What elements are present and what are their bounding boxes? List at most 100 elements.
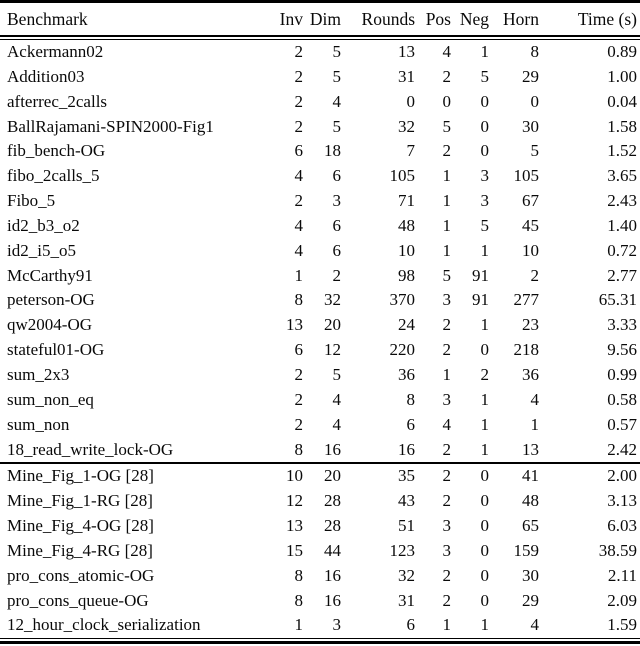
cell-horn: 36	[522, 364, 539, 384]
cell-time: 1.00	[607, 66, 637, 86]
cell-benchmark: peterson-OG	[7, 290, 95, 310]
column-header-neg: Neg	[459, 9, 489, 29]
cell-horn: 30	[522, 116, 539, 136]
column-header-rounds: Rounds	[361, 9, 415, 29]
cell-time: 2.11	[607, 565, 637, 585]
cell-pos: 2	[442, 491, 452, 511]
cell-pos: 5	[442, 265, 452, 285]
cell-benchmark: Mine_Fig_4-OG [28]	[7, 516, 154, 536]
table-row: Mine_Fig_1-RG [28] 12 28 43 2 0 48 3.13	[0, 489, 640, 514]
cell-inv: 8	[294, 565, 304, 585]
cell-horn: 23	[522, 315, 539, 335]
cell-time: 1.58	[607, 116, 637, 136]
cell-pos: 1	[442, 215, 452, 235]
bottom-rule	[0, 638, 640, 645]
cell-neg: 5	[480, 215, 490, 235]
cell-time: 0.72	[607, 240, 637, 260]
cell-dim: 6	[332, 240, 342, 260]
cell-rounds: 105	[389, 166, 416, 186]
cell-rounds: 32	[398, 116, 415, 136]
cell-rounds: 370	[389, 290, 416, 310]
cell-benchmark: pro_cons_queue-OG	[7, 590, 149, 610]
table-row: 12_hour_clock_serialization 1 3 6 1 1 4 1.59	[0, 613, 640, 638]
cell-pos: 2	[442, 340, 452, 360]
cell-pos: 2	[442, 565, 452, 585]
cell-horn: 4	[530, 615, 540, 635]
cell-horn: 10	[522, 240, 539, 260]
cell-benchmark: 18_read_write_lock-OG	[7, 439, 174, 459]
table-row: BallRajamani-SPIN2000-Fig1 2 5 32 5 0 30 1.58	[0, 115, 640, 140]
cell-pos: 2	[442, 466, 452, 486]
cell-pos: 3	[442, 290, 452, 310]
cell-horn: 29	[522, 590, 539, 610]
cell-dim: 4	[332, 389, 342, 409]
cell-benchmark: qw2004-OG	[7, 315, 92, 335]
cell-horn: 67	[522, 191, 539, 211]
cell-benchmark: afterrec_2calls	[7, 91, 108, 111]
table-row: fib_bench-OG 6 18 7 2 0 5 1.52	[0, 139, 640, 164]
cell-horn: 277	[513, 290, 540, 310]
cell-rounds: 16	[398, 439, 415, 459]
table-row: pro_cons_queue-OG 8 16 31 2 0 29 2.09	[0, 589, 640, 614]
cell-neg: 91	[472, 290, 489, 310]
table-row: pro_cons_atomic-OG 8 16 32 2 0 30 2.11	[0, 564, 640, 589]
cell-neg: 0	[480, 91, 490, 111]
table-row: Mine_Fig_4-RG [28] 15 44 123 3 0 159 38.59	[0, 539, 640, 564]
top-rule	[0, 0, 640, 3]
cell-neg: 5	[480, 66, 490, 86]
cell-inv: 13	[286, 315, 303, 335]
cell-inv: 4	[294, 240, 304, 260]
cell-time: 6.03	[607, 516, 637, 536]
cell-dim: 3	[332, 615, 342, 635]
cell-inv: 2	[294, 389, 304, 409]
cell-time: 9.56	[607, 340, 637, 360]
cell-inv: 8	[294, 290, 304, 310]
cell-time: 65.31	[598, 290, 637, 310]
cell-neg: 0	[480, 516, 490, 536]
cell-time: 1.59	[607, 615, 637, 635]
cell-pos: 2	[442, 141, 452, 161]
cell-neg: 0	[480, 590, 490, 610]
cell-benchmark: sum_non	[7, 414, 70, 434]
table-row: sum_non_eq 2 4 8 3 1 4 0.58	[0, 388, 640, 413]
cell-dim: 16	[324, 590, 341, 610]
cell-dim: 6	[332, 215, 342, 235]
cell-neg: 1	[480, 439, 490, 459]
cell-rounds: 13	[398, 42, 415, 61]
cell-neg: 0	[480, 491, 490, 511]
cell-benchmark: id2_b3_o2	[7, 215, 80, 235]
cell-time: 0.58	[607, 389, 637, 409]
cell-neg: 0	[480, 565, 490, 585]
cell-horn: 29	[522, 66, 539, 86]
cell-neg: 1	[480, 389, 490, 409]
table-row: Addition03 2 5 31 2 5 29 1.00	[0, 65, 640, 90]
cell-inv: 10	[286, 466, 303, 486]
cell-horn: 4	[530, 389, 540, 409]
cell-dim: 20	[324, 466, 341, 486]
cell-time: 38.59	[598, 540, 637, 560]
table-row: Fibo_5 2 3 71 1 3 67 2.43	[0, 189, 640, 214]
cell-inv: 4	[294, 166, 304, 186]
cell-rounds: 8	[406, 389, 416, 409]
cell-horn: 8	[530, 42, 540, 61]
cell-horn: 41	[522, 466, 539, 486]
cell-pos: 1	[442, 240, 452, 260]
cell-time: 2.42	[607, 439, 637, 459]
cell-rounds: 6	[406, 414, 416, 434]
cell-rounds: 123	[389, 540, 416, 560]
cell-time: 0.57	[607, 414, 637, 434]
cell-inv: 6	[294, 141, 304, 161]
cell-horn: 1	[530, 414, 540, 434]
cell-neg: 1	[480, 42, 490, 61]
cell-time: 1.40	[607, 215, 637, 235]
cell-time: 2.77	[607, 265, 637, 285]
cell-dim: 5	[332, 42, 342, 61]
table-row: Ackermann02 2 5 13 4 1 8 0.89	[0, 40, 640, 65]
cell-benchmark: id2_i5_o5	[7, 240, 76, 260]
cell-dim: 4	[332, 91, 342, 111]
table-row: fibo_2calls_5 4 6 105 1 3 105 3.65	[0, 164, 640, 189]
cell-benchmark: Mine_Fig_1-RG [28]	[7, 491, 153, 511]
cell-time: 0.99	[607, 364, 637, 384]
cell-rounds: 51	[398, 516, 415, 536]
